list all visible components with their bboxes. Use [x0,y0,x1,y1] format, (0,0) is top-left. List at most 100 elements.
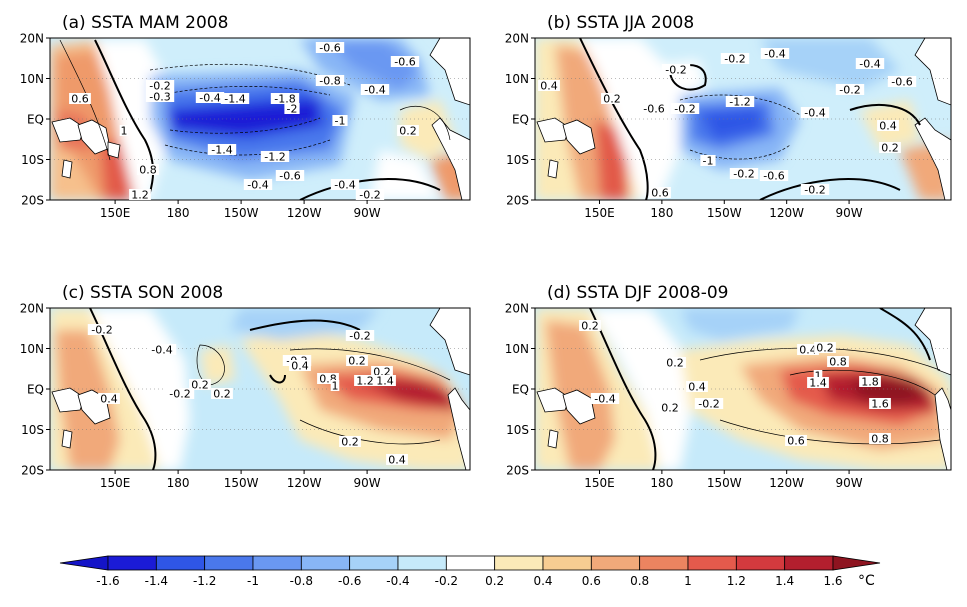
contour-label: -0.3 [149,91,170,104]
panel-b: (b) SSTA JJA 2008 [534,13,952,201]
contour-label: 0.4 [688,381,706,394]
contour-label: 1.4 [809,377,827,390]
colorbar-swatch [397,555,447,571]
contour-label: -0.2 [91,324,112,337]
contour-label-bg [330,380,340,391]
colorbar-swatch [349,555,399,571]
contour-label: 0.2 [581,320,599,333]
contour-label: 0.2 [341,436,359,449]
contour-label-bg [145,91,175,102]
lon-tick-label: 150W [707,476,742,490]
contour-label-bg [390,56,420,67]
contour-label: 0.4 [540,80,558,93]
contour-label-bg [877,120,899,131]
contour-label-bg [145,80,175,91]
contour-label-bg [785,435,807,446]
colorbar-swatch [445,555,496,571]
contour-label-bg [360,84,390,95]
contour-label: -1.4 [224,93,245,106]
contour-label: 1 [815,370,822,383]
contour-label-bg [800,107,830,118]
contour-label: 0.4 [388,454,406,467]
contour-label: 0.2 [399,125,417,138]
panel-c-map [50,308,470,470]
contour-label: -0.6 [763,170,784,183]
contour-label-bg [354,375,376,386]
colorbar-swatch [155,555,206,571]
panel-b-contour-labels: -0.2 -0.2 -0.4 -0.4 0.4 -0.6 0.2 -0.2 -0.6 -1.2 -0… [538,48,917,200]
lon-tick-label: 180 [167,206,190,220]
contour-label: 1.6 [871,398,889,411]
contour-label-bg [332,115,348,126]
contour-label-bg [397,125,419,136]
colorbar-swatch [494,555,544,571]
lon-tick-label: 120W [769,476,804,490]
contour-label: -0.6 [319,42,340,55]
lat-tick-label: 20N [20,302,44,316]
contour-label: 1 [332,380,339,393]
contour-label-bg [686,381,708,392]
contour-label: -0.6 [279,170,300,183]
contour-label: -0.2 [359,189,380,202]
lat-tick-label: 20N [20,32,44,46]
contour-label-bg [869,433,891,444]
contour-label-bg [207,144,237,155]
lat-tick-label: EQ [512,113,529,127]
colorbar-tick-label: -1 [247,574,259,588]
contour-label-bg [590,393,620,404]
lon-tick-label: 180 [650,476,673,490]
contour-label-bg [814,342,836,353]
contour-label-bg [275,170,305,181]
colorbar-tick-label: -0.8 [290,574,313,588]
lat-tick-label: 20S [506,194,529,208]
contour-label-bg [137,164,159,175]
contour-label-bg [195,92,225,103]
contour-label: -1.2 [729,96,750,109]
colorbar-low-triangle [59,555,109,571]
contour-label-bg [98,393,120,404]
lon-tick-label: 120W [769,206,804,220]
colorbar-tick-label: 1.6 [823,574,842,588]
lat-tick-label: 10N [505,342,529,356]
colorbar-swatch [784,555,834,571]
contour-label: -0.4 [199,92,220,105]
contour-label-bg [211,388,233,399]
colorbar-swatch [300,555,351,571]
colorbar-swatch [542,555,592,571]
lat-tick-label: EQ [512,383,529,397]
contour-label: 1 [121,125,128,138]
lat-tick-label: 20N [505,302,529,316]
contour-label-bg [129,189,151,200]
colorbar-tick-label: -0.2 [435,574,458,588]
contour-label-bg [87,324,117,335]
lon-tick-label: 90W [354,476,381,490]
contour-label-bg [664,357,686,368]
colorbar-tick-label: -1.2 [193,574,216,588]
contour-label: -1.8 [274,93,295,106]
contour-label: -1.2 [264,151,285,164]
lon-tick-label: 120W [287,476,322,490]
contour-label: -0.4 [247,179,268,192]
contour-label: -0.6 [643,103,664,116]
colorbar-tick-label: -0.6 [338,574,361,588]
contour-label-bg [835,84,865,95]
lat-tick-label: 10S [506,153,529,167]
contour-label: -0.2 [804,184,825,197]
panel-d-contour-labels: 0.20.20.4 0.20.811.4 1.8-0.40.40.2 -0.2 1.60… [579,320,891,448]
contour-label: 0.8 [139,164,157,177]
contour-label: -2 [287,103,298,116]
contour-label-bg [670,103,700,114]
contour-label: 0.2 [191,379,209,392]
colorbar-high-triangle [832,555,881,571]
panel-d: (d) SSTA DJF 2008-09 [534,283,952,471]
contour-label: 1.8 [861,376,879,389]
panel-c-title: (c) SSTA SON 2008 [62,283,223,303]
contour-label: -0.2 [724,53,745,66]
lat-tick-label: 10S [506,423,529,437]
contour-label: 0.8 [871,433,889,446]
contour-label-bg [700,155,716,166]
lat-tick-label: EQ [27,383,44,397]
contour-label-bg [147,344,177,355]
contour-label: 0.2 [661,402,679,415]
